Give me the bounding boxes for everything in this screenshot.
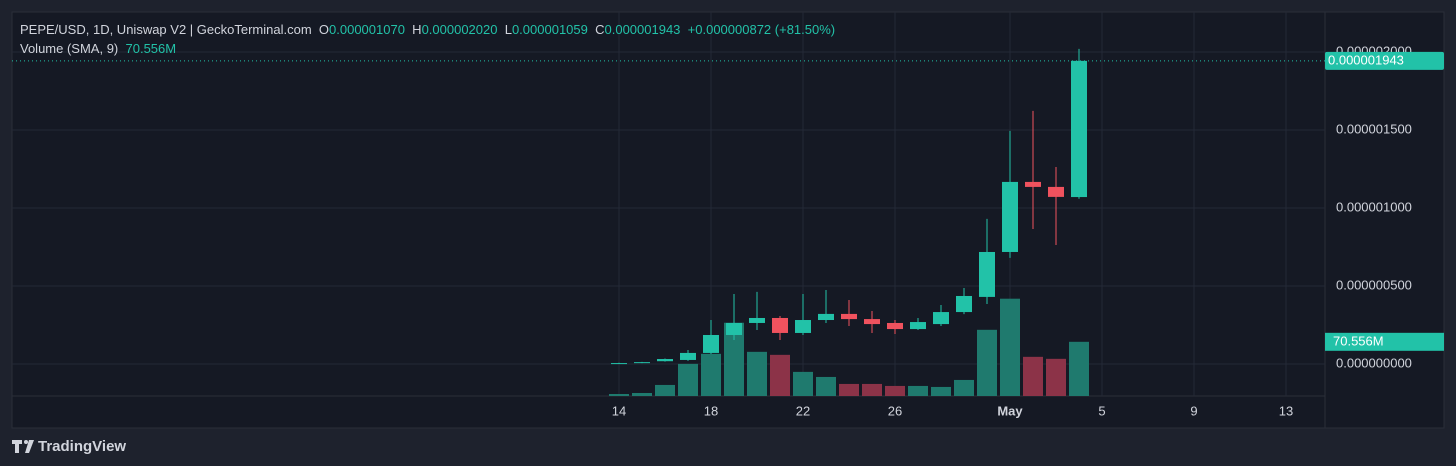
- x-tick-label: 9: [1190, 403, 1197, 418]
- symbol-row: PEPE/USD, 1D, Uniswap V2 | GeckoTerminal…: [20, 20, 835, 39]
- volume-bar: [1000, 298, 1020, 396]
- volume-bar: [954, 379, 974, 396]
- close-value: 0.000001943: [604, 22, 681, 37]
- volume-bar: [678, 363, 698, 396]
- l-label: L: [504, 22, 512, 37]
- x-tick-label: 5: [1098, 403, 1105, 418]
- x-tick-label: 22: [796, 403, 810, 418]
- candle-body: [1071, 60, 1087, 198]
- volume-row: Volume (SMA, 9) 70.556M: [20, 39, 835, 58]
- open-value: 0.000001070: [329, 22, 405, 37]
- high-value: 0.000002020: [421, 22, 498, 37]
- volume-badge: [1325, 332, 1444, 351]
- last-price-badge: [1325, 51, 1444, 70]
- legend: PEPE/USD, 1D, Uniswap V2 | GeckoTerminal…: [20, 20, 835, 58]
- volume-bar: [724, 322, 744, 396]
- volume-label: Volume (SMA, 9): [20, 41, 119, 56]
- candle-body: [611, 363, 627, 365]
- candle-body: [772, 317, 788, 333]
- x-tick-label: 26: [888, 403, 902, 418]
- candle-body: [749, 317, 765, 323]
- o-label: O: [318, 22, 330, 37]
- volume-bar: [931, 386, 951, 396]
- x-tick-label: 14: [612, 403, 626, 418]
- volume-bar: [609, 394, 629, 396]
- candle-body: [864, 319, 880, 325]
- c-label: C: [595, 22, 605, 37]
- candle-body: [887, 322, 903, 330]
- low-value: 0.000001059: [511, 22, 588, 37]
- brand-logo: [12, 440, 34, 453]
- change: +0.000000872 (+81.50%): [687, 22, 836, 37]
- symbol: PEPE/USD, 1D, Uniswap V2 | GeckoTerminal…: [20, 22, 312, 37]
- y-tick-label: 0.000001000: [1336, 199, 1412, 214]
- candle-body: [703, 334, 719, 353]
- y-tick-label: 0.000001500: [1336, 121, 1412, 136]
- volume-bar: [747, 351, 767, 396]
- volume-bar: [793, 371, 813, 396]
- volume-bar: [701, 353, 721, 396]
- volume-value: 70.556M: [125, 41, 177, 56]
- volume-bar: [770, 354, 790, 396]
- volume-bar: [1069, 341, 1089, 396]
- candle-body: [726, 322, 742, 335]
- candle-body: [841, 313, 857, 320]
- candle-body: [933, 312, 949, 325]
- candle-body: [1002, 181, 1018, 252]
- y-tick-label: 0.000000000: [1336, 355, 1412, 370]
- x-tick-label: 13: [1279, 403, 1293, 418]
- x-tick-label: 18: [704, 403, 718, 418]
- volume-bar: [655, 384, 675, 396]
- volume-bar: [839, 383, 859, 396]
- volume-bar: [885, 385, 905, 396]
- candle-body: [680, 352, 696, 360]
- candle-body: [1025, 181, 1041, 187]
- candle-body: [1048, 186, 1064, 197]
- brand: TradingView: [38, 438, 126, 455]
- volume-bar: [632, 393, 652, 396]
- last-price-label: 0.000001943: [1328, 52, 1404, 67]
- volume-bar: [1023, 356, 1043, 396]
- candle-body: [818, 313, 834, 321]
- volume-bar: [862, 383, 882, 396]
- h-label: H: [412, 22, 422, 37]
- y-tick-label: 0.000000500: [1336, 277, 1412, 292]
- volume-bar: [977, 329, 997, 396]
- candle-body: [956, 295, 972, 313]
- candle-body: [657, 359, 673, 362]
- candle-body: [979, 251, 995, 297]
- candle-body: [910, 322, 926, 330]
- candle-body: [634, 362, 650, 364]
- x-tick-label: May: [997, 403, 1023, 418]
- candle-body: [795, 320, 811, 333]
- volume-bar: [816, 376, 836, 396]
- volume-last-label: 70.556M: [1333, 333, 1384, 348]
- volume-bar: [1046, 358, 1066, 396]
- volume-bar: [908, 385, 928, 396]
